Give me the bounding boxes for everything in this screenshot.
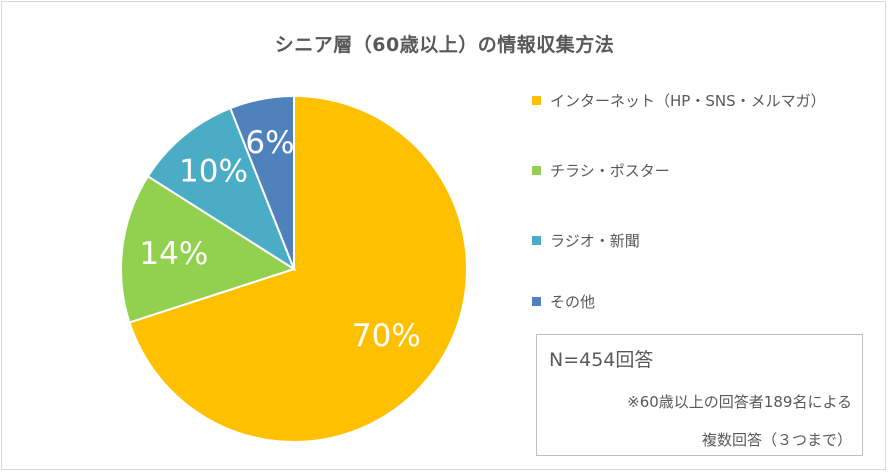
pie-slice-other bbox=[229, 94, 295, 270]
legend-swatch-internet bbox=[532, 95, 541, 105]
data-label-other: 6% bbox=[245, 125, 294, 161]
legend-label-flyer: チラシ・ポスター bbox=[550, 161, 670, 180]
pie-slice-radio bbox=[146, 106, 297, 272]
legend-item-internet: インターネット（HP・SNS・メルマガ） bbox=[532, 88, 826, 112]
legend-label-other: その他 bbox=[550, 292, 596, 311]
legend-item-other: その他 bbox=[532, 289, 595, 313]
note-multiple-answers: 複数回答（３つまで） bbox=[701, 431, 852, 449]
data-label-radio: 10% bbox=[179, 154, 248, 190]
legend-swatch-flyer bbox=[532, 165, 541, 175]
sample-size-label: N=454回答 bbox=[549, 349, 654, 371]
pie-slice-flyer bbox=[120, 174, 297, 324]
legend-item-radio: ラジオ・新聞 bbox=[532, 228, 640, 252]
data-label-internet: 70% bbox=[352, 318, 421, 354]
note-box: N=454回答 ※60歳以上の回答者189名による 複数回答（３つまで） bbox=[536, 334, 863, 456]
data-label-flyer: 14% bbox=[139, 236, 208, 272]
legend-label-internet: インターネット（HP・SNS・メルマガ） bbox=[550, 91, 826, 110]
legend-label-radio: ラジオ・新聞 bbox=[550, 231, 640, 250]
chart-title: シニア層（60歳以上）の情報収集方法 bbox=[274, 34, 615, 56]
pie-slices bbox=[120, 94, 468, 443]
legend-swatch-radio bbox=[532, 235, 541, 245]
legend-item-flyer: チラシ・ポスター bbox=[532, 158, 670, 182]
note-respondents: ※60歳以上の回答者189名による bbox=[627, 393, 852, 411]
pie-data-labels: 70% 14% 10%6% bbox=[139, 125, 420, 354]
pie-slice-internet bbox=[128, 94, 468, 443]
legend-swatch-other bbox=[532, 296, 541, 306]
